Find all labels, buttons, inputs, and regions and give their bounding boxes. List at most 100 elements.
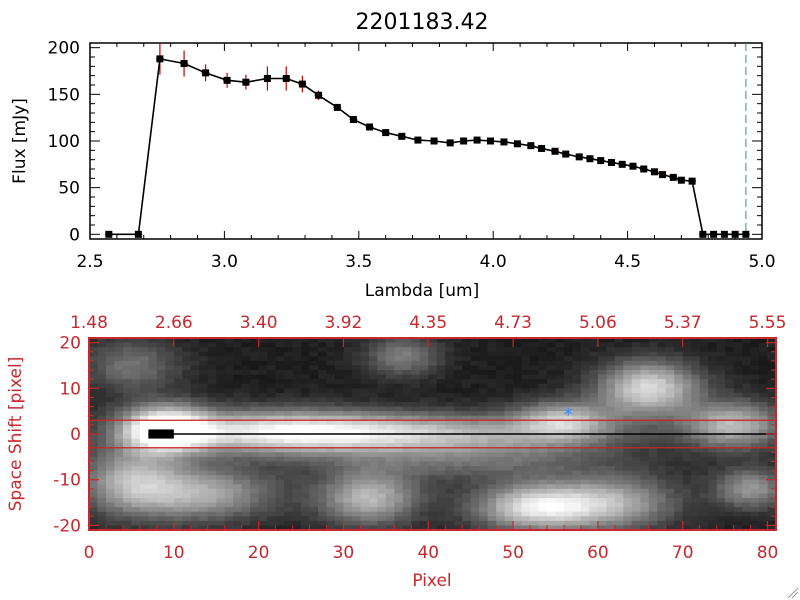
image-pixel [580,360,590,366]
image-pixel [190,498,200,503]
image-pixel [394,392,404,398]
image-pixel [428,351,438,357]
image-pixel [182,466,192,471]
image-pixel [216,406,226,412]
image-pixel [318,411,327,417]
image-pixel [148,443,158,449]
image-pixel [165,356,175,362]
image-pixel [105,383,115,389]
image-pixel [496,397,505,403]
image-pixel [572,356,582,362]
image-pixel [521,397,531,403]
image-pixel [648,402,658,407]
image-pixel [547,447,556,453]
image-pixel [614,470,624,476]
image-pixel [547,360,556,366]
image-pixel [284,406,293,412]
image-pixel [453,402,463,407]
image-pixel [504,411,514,417]
image-pixel [377,438,387,444]
image-pixel [360,479,370,485]
image-pixel [148,466,158,471]
image-pixel [334,475,344,481]
image-pixel [258,475,268,481]
image-pixel [504,415,514,421]
image-pixel [606,338,616,343]
image-pixel [275,342,285,348]
image-pixel [597,402,607,407]
image-pixel [233,342,243,348]
image-pixel [530,498,539,503]
image-pixel [292,370,302,375]
image-pixel [479,392,489,398]
image-pixel [89,347,98,353]
image-pixel [89,484,98,490]
image-pixel [351,420,361,426]
image-pixel [759,443,768,449]
image-pixel [479,370,489,375]
top-tick-label: 3.40 [240,313,278,333]
image-pixel [462,456,472,462]
image-pixel [682,520,692,526]
image-pixel [385,379,395,385]
image-pixel [648,351,658,357]
image-pixel [173,456,183,462]
image-pixel [504,383,514,389]
image-pixel [284,429,293,435]
x-tick-label: 20 [248,543,270,563]
image-pixel [97,402,107,407]
image-pixel [614,406,624,412]
image-pixel [504,397,514,403]
image-pixel [394,383,404,389]
image-pixel [657,370,667,375]
image-pixel [258,347,268,353]
image-pixel [394,461,404,467]
image-pixel [402,397,412,403]
image-pixel [682,466,692,471]
image-pixel [97,370,107,375]
image-pixel [504,351,514,357]
image-pixel [513,488,522,494]
image-pixel [623,429,633,435]
image-pixel [725,525,734,531]
image-pixel [682,498,692,503]
image-pixel [326,360,336,366]
image-pixel [665,415,675,421]
image-pixel [89,516,98,522]
image-pixel [89,452,98,458]
image-pixel [538,452,548,458]
image-pixel [258,498,268,503]
image-pixel [563,502,573,508]
image-pixel [139,379,149,385]
image-pixel [284,370,293,375]
image-pixel [648,516,658,522]
image-pixel [538,383,548,389]
image-pixel [258,507,268,513]
image-pixel [250,525,260,531]
image-pixel [691,338,701,343]
image-pixel [402,351,412,357]
image-pixel [521,420,531,426]
image-pixel [665,516,675,522]
image-pixel [725,498,734,503]
image-pixel [555,484,565,490]
image-pixel [334,456,344,462]
image-pixel [241,488,251,494]
image-pixel [165,406,175,412]
image-pixel [411,342,421,348]
image-pixel [258,452,268,458]
image-pixel [156,420,166,426]
image-pixel [233,479,243,485]
image-pixel [105,456,115,462]
image-pixel [530,402,539,407]
image-pixel [199,388,209,394]
image-pixel [496,438,505,444]
image-pixel [521,360,531,366]
image-pixel [572,415,582,421]
resize-grip-icon[interactable] [787,587,799,599]
image-pixel [580,388,590,394]
image-pixel [309,379,319,385]
image-pixel [504,498,514,503]
image-pixel [267,356,276,362]
image-pixel [131,356,141,362]
